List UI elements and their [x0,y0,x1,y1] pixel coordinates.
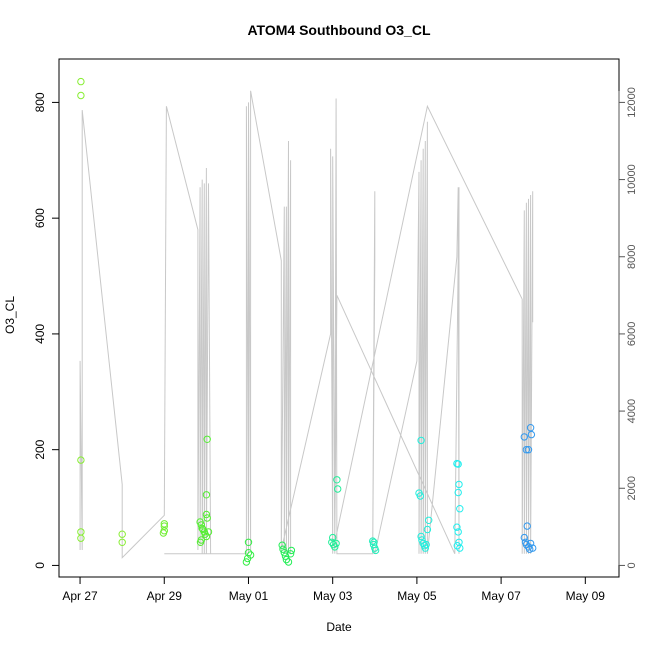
y-tick-label-2: 400 [33,324,47,344]
data-point-37 [287,546,296,555]
data-point-5 [118,530,126,538]
y-tick-label-0: 0 [33,562,47,569]
y-axis: 0 200 400 600 800 [33,92,60,569]
data-point-65 [456,505,464,513]
x-tick-label-5: May 07 [481,589,521,603]
data-point-25 [244,538,253,546]
y2-tick-label-6: 12000 [626,87,638,118]
data-point-3 [77,528,85,536]
y-axis-label: O3_CL [3,296,17,334]
x-tick-label-1: Apr 29 [147,589,183,603]
data-point-38 [329,533,337,542]
data-point-67 [454,528,462,536]
y2-tick-label-1: 2000 [626,476,638,500]
data-point-69 [453,542,461,550]
data-point-10 [159,529,168,537]
data-point-43 [333,476,341,484]
data-point-18 [196,538,205,546]
data-point-6 [118,538,126,546]
data-point-22 [203,435,211,443]
data-point-36 [286,550,295,558]
data-point-41 [331,543,339,551]
data-point-34 [282,555,291,564]
data-point-12 [197,521,206,529]
data-point-45 [369,537,377,545]
data-point-52 [417,532,425,541]
data-point-44 [334,485,342,493]
data-point-72 [522,446,531,454]
data-point-23 [202,491,211,499]
x-tick-label-6: May 09 [566,589,606,603]
data-point-21 [202,510,211,519]
y-tick-label-4: 800 [33,92,47,112]
data-point-59 [425,516,433,524]
data-point-2 [77,456,85,464]
data-point-20 [203,514,211,522]
data-point-8 [160,522,169,530]
data-point-28 [243,554,252,563]
data-point-75 [527,430,536,439]
y2-tick-label-5: 10000 [626,164,638,195]
data-point-76 [523,522,531,530]
data-point-66 [453,523,461,531]
plot-frame [58,58,620,578]
x-tick-label-3: May 03 [313,589,353,603]
data-point-29 [242,558,251,566]
data-point-62 [454,460,462,468]
data-point-48 [371,546,380,555]
data-point-31 [279,545,287,553]
data-point-74 [526,424,535,432]
data-point-30 [278,541,286,549]
data-point-68 [455,538,463,546]
x-tick-label-2: May 01 [229,589,269,603]
data-point-19 [202,532,211,541]
y2-tick-label-3: 6000 [626,322,638,346]
data-point-81 [526,539,535,548]
data-point-0 [77,77,85,86]
y2-axis-right: 0 2000 4000 6000 8000 10000 12000 [618,87,638,568]
data-point-35 [284,558,293,566]
trace-layer [79,90,534,559]
chart-title: ATOM4 Southbound O3_CL [247,22,430,38]
y2-tick-label-2: 4000 [626,399,638,423]
y-tick-label-1: 200 [33,439,47,459]
data-point-49 [370,538,378,546]
data-point-58 [423,525,432,534]
data-point-71 [520,433,528,441]
data-point-51 [416,492,424,500]
x-tick-label-4: May 05 [397,589,437,603]
trace-line [79,90,534,559]
data-point-60 [417,436,425,445]
data-point-1 [77,91,85,100]
points-layer [77,77,537,566]
data-point-64 [454,488,462,497]
x-tick-label-0: Apr 27 [62,589,98,603]
y2-tick-label-0: 0 [626,562,638,568]
data-point-7 [160,520,169,528]
data-point-56 [421,544,429,552]
data-point-4 [77,534,85,542]
data-point-42 [332,539,340,548]
data-point-83 [526,545,534,553]
y2-tick-label-4: 8000 [626,245,638,269]
data-point-24 [204,528,213,536]
data-point-77 [520,533,528,542]
x-axis-label: Date [326,620,352,634]
data-point-73 [524,446,533,454]
data-point-70 [456,544,464,552]
data-point-57 [422,540,430,549]
data-point-26 [244,549,253,557]
x-axis: Apr 27 Apr 29 May 01 May 03 May 05 May 07 May … [62,576,606,603]
y-tick-label-3: 600 [33,208,47,228]
data-point-63 [455,480,463,489]
